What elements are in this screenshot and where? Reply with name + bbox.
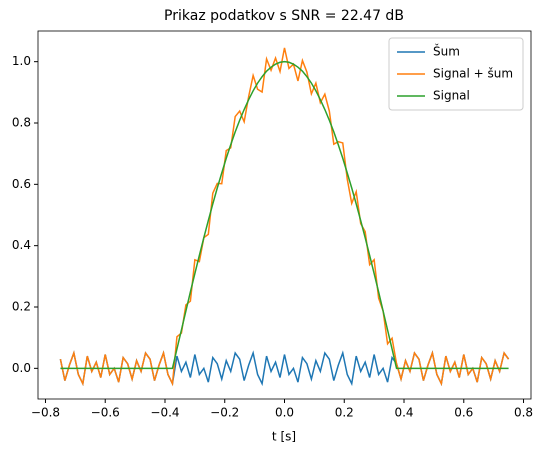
y-tick-label: 0.6 <box>12 177 31 191</box>
x-tick-label: 0.2 <box>335 406 354 420</box>
x-tick-label: 0.0 <box>275 406 294 420</box>
y-tick-label: 0.8 <box>12 116 31 130</box>
y-tick-label: 0.4 <box>12 238 31 252</box>
series-line <box>59 47 510 387</box>
series-line <box>60 60 509 370</box>
plot-frame <box>37 30 532 400</box>
legend-label: Šum <box>433 44 460 59</box>
x-tick-label: 0.6 <box>454 406 473 420</box>
x-tick-label: 0.8 <box>514 406 533 420</box>
y-tick-label: 0.2 <box>12 300 31 314</box>
legend-label: Signal + šum <box>433 67 513 81</box>
legend-label: Signal <box>433 89 470 103</box>
y-tick-label: 0.0 <box>12 361 31 375</box>
y-tick-label: 1.0 <box>12 54 31 68</box>
legend-box <box>388 37 524 111</box>
chart-title: Prikaz podatkov s SNR = 22.47 dB <box>164 8 404 24</box>
x-tick-label: −0.8 <box>31 406 60 420</box>
x-axis-label: t [s] <box>272 430 296 444</box>
x-tick-label: −0.6 <box>91 406 120 420</box>
x-tick-label: 0.4 <box>394 406 413 420</box>
x-tick-label: −0.2 <box>210 406 239 420</box>
x-tick-label: −0.4 <box>150 406 179 420</box>
